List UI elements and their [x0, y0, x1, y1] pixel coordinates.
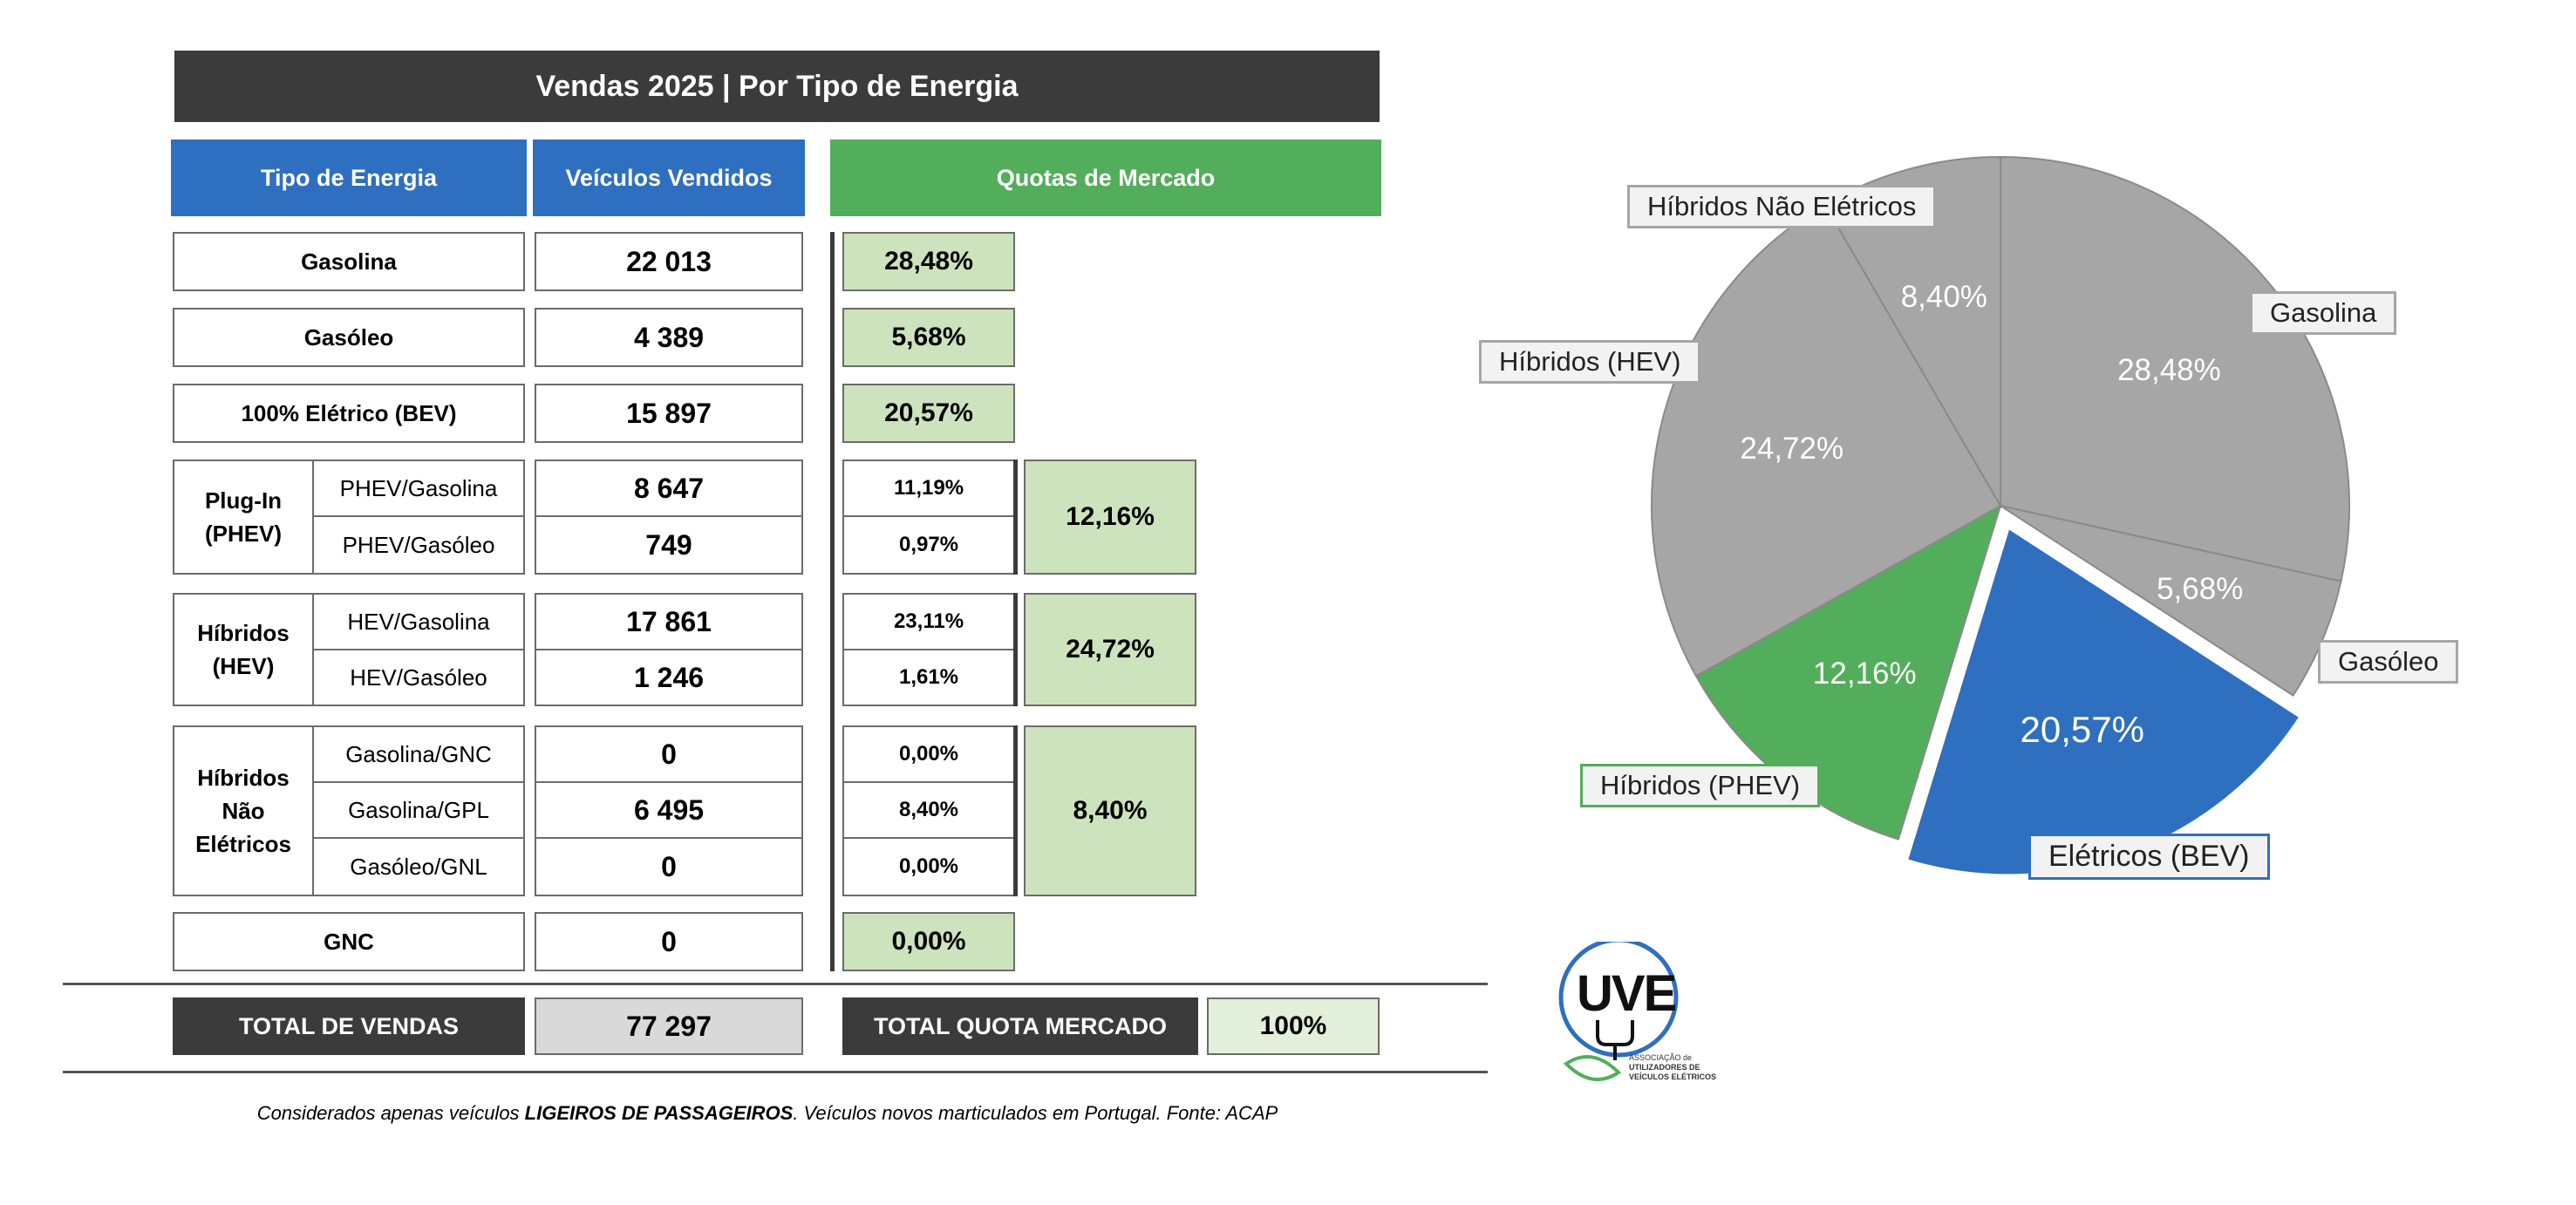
slice-label-hne: Híbridos Não Elétricos [1627, 185, 1937, 228]
group-bracket-hne [1013, 725, 1018, 896]
group-label-phev: Plug-In (PHEV) [173, 460, 314, 575]
total-quota-value: 100% [1207, 997, 1380, 1055]
total-quota-label: TOTAL QUOTA MERCADO [842, 997, 1198, 1055]
row-label-gasoleo: Gasóleo [173, 308, 525, 367]
sub-share-gasoleo-gnl: 0,00% [842, 837, 1015, 896]
row-value-gnc: 0 [535, 912, 803, 971]
footnote-bold: LIGEIROS DE PASSAGEIROS [524, 1102, 794, 1124]
sub-value-gasolina-gpl: 6 495 [535, 781, 803, 839]
logo-plug-icon [1558, 942, 1679, 1081]
sub-value-hev-gasolina: 17 861 [535, 593, 803, 650]
logo-line3: VEÍCULOS ELÉTRICOS [1629, 1072, 1717, 1081]
row-label-gnc: GNC [173, 912, 525, 971]
group-label-hne-line1: Híbridos [197, 765, 290, 791]
row-label-bev: 100% Elétrico (BEV) [173, 384, 525, 443]
pie-chart [1651, 155, 2350, 878]
logo-line1: ASSOCIAÇÃO de [1629, 1053, 1693, 1062]
group-share-hev: 24,72% [1024, 593, 1196, 706]
sub-label-hev-gasolina: HEV/Gasolina [312, 593, 525, 650]
group-label-hev: Híbridos (HEV) [173, 593, 314, 706]
group-label-hev-line1: Híbridos [197, 620, 290, 646]
uve-logo: UVE ASSOCIAÇÃO de UTILIZADORES DE VEÍCUL… [1557, 942, 1732, 1107]
group-bracket-phev [1013, 460, 1018, 575]
slice-label-phev: Híbridos (PHEV) [1580, 764, 1821, 807]
slice-label-gasolina: Gasolina [2250, 291, 2397, 335]
row-share-gnc: 0,00% [842, 912, 1015, 971]
sub-value-phev-gasolina: 8 647 [535, 460, 803, 517]
total-vendas-label: TOTAL DE VENDAS [173, 997, 525, 1055]
row-share-gasolina: 28,48% [842, 232, 1015, 291]
header-tipo-energia: Tipo de Energia [171, 140, 527, 216]
pie-slice-4 [1651, 203, 2002, 677]
group-label-hne: Híbridos Não Elétricos [173, 725, 314, 896]
header-veiculos-vendidos: Veículos Vendidos [533, 140, 805, 216]
group-label-hne-line3: Elétricos [195, 831, 291, 857]
totals-top-rule [63, 983, 1488, 985]
sub-value-gasolina-gnc: 0 [535, 725, 803, 783]
logo-text: UVE [1577, 965, 1677, 1022]
total-vendas-value: 77 297 [535, 997, 803, 1055]
group-label-hne-line2: Não [221, 798, 265, 824]
sub-share-phev-gasoleo: 0,97% [842, 515, 1015, 575]
footnote-part2: . Veículos novos marticulados em Portuga… [793, 1102, 1278, 1124]
pie-slice-value-3: 12,16% [1812, 657, 1917, 691]
sub-share-phev-gasolina: 11,19% [842, 460, 1015, 517]
group-bracket-hev [1013, 593, 1018, 706]
footnote-part1: Considerados apenas veículos [256, 1102, 525, 1124]
sub-share-gasolina-gpl: 8,40% [842, 781, 1015, 839]
slice-label-bev: Elétricos (BEV) [2028, 834, 2270, 880]
footnote: Considerados apenas veículos LIGEIROS DE… [0, 1102, 1535, 1125]
pie-slice-value-2: 20,57% [2020, 709, 2144, 751]
row-label-gasolina: Gasolina [173, 232, 525, 291]
pie-slice-value-1: 5,68% [2157, 571, 2244, 606]
group-label-hev-line2: (HEV) [212, 653, 275, 679]
sub-label-gasolina-gpl: Gasolina/GPL [312, 781, 525, 839]
row-value-bev: 15 897 [535, 384, 803, 443]
logo-line2: UTILIZADORES DE [1629, 1063, 1700, 1072]
pie-slice-value-4: 24,72% [1740, 431, 1844, 466]
row-share-gasoleo: 5,68% [842, 308, 1015, 367]
sub-value-hev-gasoleo: 1 246 [535, 649, 803, 706]
table-separator [830, 232, 835, 971]
sub-value-gasoleo-gnl: 0 [535, 837, 803, 896]
sub-value-phev-gasoleo: 749 [535, 515, 803, 575]
sub-label-gasoleo-gnl: Gasóleo/GNL [312, 837, 525, 896]
sub-share-gasolina-gnc: 0,00% [842, 725, 1015, 783]
group-label-phev-line1: Plug-In [204, 487, 283, 514]
row-value-gasoleo: 4 389 [535, 308, 803, 367]
pie-slice-value-5: 8,40% [1900, 279, 1987, 314]
header-quotas-mercado: Quotas de Mercado [830, 140, 1381, 216]
sub-label-gasolina-gnc: Gasolina/GNC [312, 725, 525, 783]
table-title: Vendas 2025 | Por Tipo de Energia [174, 51, 1380, 122]
group-share-phev: 12,16% [1024, 460, 1196, 575]
slice-label-gasoleo: Gasóleo [2318, 640, 2459, 684]
group-label-phev-line2: (PHEV) [204, 521, 283, 547]
row-share-bev: 20,57% [842, 384, 1015, 443]
totals-bottom-rule [63, 1071, 1488, 1073]
sub-share-hev-gasoleo: 1,61% [842, 649, 1015, 706]
pie-slice-value-0: 28,48% [2117, 352, 2221, 387]
sub-label-phev-gasoleo: PHEV/Gasóleo [312, 515, 525, 575]
sub-label-phev-gasolina: PHEV/Gasolina [312, 460, 525, 517]
row-value-gasolina: 22 013 [535, 232, 803, 291]
slice-label-hev: Híbridos (HEV) [1479, 340, 1701, 384]
pie-slice-0 [2000, 155, 2350, 582]
sub-share-hev-gasolina: 23,11% [842, 593, 1015, 650]
group-share-hne: 8,40% [1024, 725, 1196, 896]
sub-label-hev-gasoleo: HEV/Gasóleo [312, 649, 525, 706]
